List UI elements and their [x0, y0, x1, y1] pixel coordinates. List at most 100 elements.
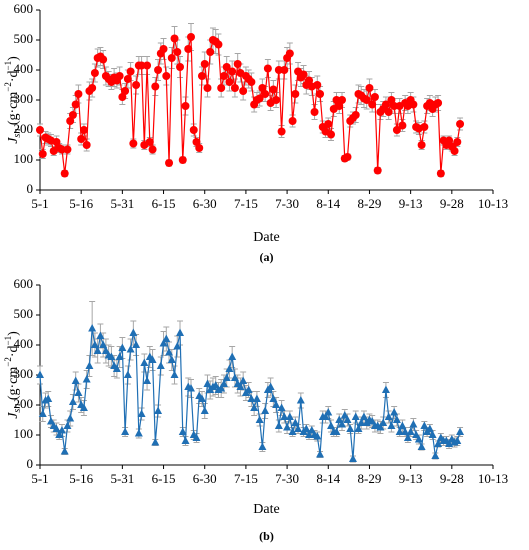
marker — [277, 403, 286, 411]
x-tick-label: 7-15 — [234, 471, 258, 486]
marker — [294, 424, 303, 432]
marker — [219, 379, 228, 387]
marker — [338, 96, 346, 104]
marker — [414, 435, 423, 443]
marker — [324, 120, 333, 128]
marker — [71, 376, 80, 384]
marker — [148, 355, 157, 363]
marker — [121, 427, 130, 435]
x-tick-label: 5-1 — [31, 196, 48, 211]
marker — [390, 102, 399, 110]
marker — [203, 84, 212, 92]
marker — [381, 385, 390, 393]
x-tick-label: 8-29 — [358, 471, 382, 486]
x-tick-label: 7-15 — [234, 196, 258, 211]
marker — [165, 159, 174, 167]
marker — [55, 430, 64, 438]
panel-label: (b) — [259, 529, 274, 543]
marker — [239, 376, 248, 384]
marker — [173, 342, 182, 350]
marker — [453, 436, 462, 444]
marker — [395, 427, 404, 435]
marker — [255, 94, 264, 103]
marker — [310, 108, 319, 116]
marker — [178, 156, 187, 164]
y-axis-label: Jsn (g·cm−2·d−1) — [3, 331, 23, 419]
marker — [74, 388, 83, 396]
error-bars — [37, 301, 464, 463]
marker — [230, 373, 239, 381]
y-tick-label: 0 — [27, 181, 34, 196]
marker — [302, 424, 311, 432]
marker — [36, 370, 44, 378]
marker — [132, 81, 141, 89]
marker — [96, 331, 105, 339]
y-tick-label: 300 — [14, 91, 34, 106]
marker — [71, 100, 80, 109]
x-tick-label: 6-15 — [152, 471, 176, 486]
marker — [272, 400, 281, 408]
marker — [247, 394, 256, 402]
marker — [107, 352, 116, 360]
marker — [225, 78, 234, 86]
marker — [398, 421, 407, 429]
marker — [66, 117, 75, 125]
marker — [167, 355, 176, 363]
marker — [316, 450, 325, 458]
marker — [285, 412, 294, 420]
marker — [335, 102, 344, 110]
marker — [392, 126, 401, 134]
marker — [244, 385, 253, 393]
marker — [280, 66, 289, 74]
marker — [428, 430, 437, 438]
marker — [384, 412, 393, 420]
y-tick-label: 400 — [14, 336, 34, 351]
marker — [143, 376, 152, 384]
marker — [156, 361, 165, 369]
marker — [173, 48, 182, 56]
marker — [203, 379, 212, 387]
marker — [217, 384, 226, 392]
panel-label: (a) — [260, 250, 274, 264]
y-axis-label-part: −1 — [3, 61, 13, 71]
marker — [409, 420, 418, 428]
marker — [431, 451, 440, 459]
y-axis-label-part: −2 — [3, 82, 13, 92]
marker — [99, 55, 108, 64]
marker — [412, 430, 421, 438]
x-tick-label: 6-15 — [152, 196, 176, 211]
marker — [324, 408, 333, 416]
marker — [354, 424, 363, 432]
marker — [261, 90, 270, 98]
marker — [192, 138, 201, 146]
marker — [274, 66, 283, 74]
x-tick-label: 7-30 — [275, 471, 299, 486]
marker — [409, 100, 418, 109]
marker — [126, 345, 135, 353]
marker — [38, 150, 47, 158]
marker — [44, 394, 53, 402]
marker — [154, 66, 163, 74]
y-tick-label: 0 — [27, 456, 34, 471]
x-tick-label: 8-14 — [316, 196, 340, 211]
marker — [434, 439, 443, 447]
marker — [390, 408, 399, 416]
marker — [335, 415, 344, 423]
y-axis-label-part: sn — [12, 129, 23, 138]
marker — [258, 442, 267, 450]
error-bars — [37, 23, 464, 177]
marker — [365, 84, 374, 92]
y-axis-label-part: sn — [12, 404, 23, 413]
marker — [63, 145, 72, 154]
x-tick-label: 8-14 — [316, 471, 340, 486]
marker — [291, 418, 300, 426]
marker — [90, 69, 99, 77]
y-tick-label: 100 — [14, 151, 34, 166]
marker — [46, 417, 55, 425]
marker — [60, 447, 69, 455]
marker — [123, 370, 132, 378]
marker — [145, 138, 154, 146]
y-tick-label: 400 — [14, 61, 34, 76]
marker — [420, 421, 429, 429]
